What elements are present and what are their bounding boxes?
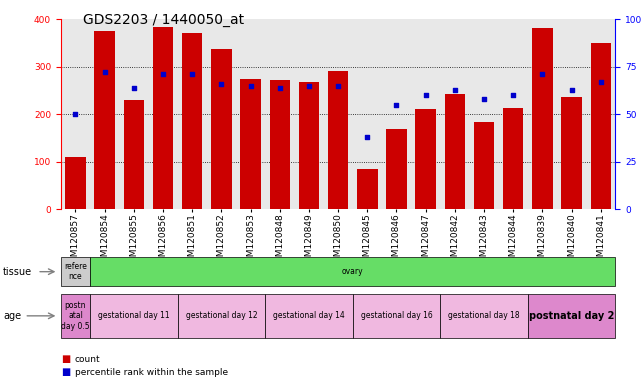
Point xyxy=(567,86,577,93)
Bar xyxy=(562,97,582,209)
Bar xyxy=(240,79,261,209)
Bar xyxy=(328,71,348,209)
Point xyxy=(392,102,402,108)
Bar xyxy=(94,31,115,209)
Text: gestational day 14: gestational day 14 xyxy=(273,311,345,320)
Bar xyxy=(211,49,231,209)
Bar xyxy=(182,33,203,209)
Text: count: count xyxy=(75,354,101,364)
Bar xyxy=(357,169,378,209)
Bar xyxy=(503,108,524,209)
Bar xyxy=(65,157,86,209)
Point xyxy=(508,92,519,98)
Point xyxy=(595,79,606,85)
Bar xyxy=(270,80,290,209)
Point xyxy=(450,86,460,93)
Point xyxy=(362,134,372,140)
Point xyxy=(99,70,110,76)
Bar xyxy=(124,99,144,209)
Bar xyxy=(532,28,553,209)
Point xyxy=(246,83,256,89)
Point xyxy=(187,71,197,78)
Point xyxy=(420,92,431,98)
Point xyxy=(274,84,285,91)
Text: postnatal day 2: postnatal day 2 xyxy=(529,311,614,321)
Text: postn
atal
day 0.5: postn atal day 0.5 xyxy=(61,301,90,331)
Text: GDS2203 / 1440050_at: GDS2203 / 1440050_at xyxy=(83,13,244,27)
Point xyxy=(216,81,226,87)
Point xyxy=(71,111,81,118)
Bar xyxy=(387,129,406,209)
Text: gestational day 16: gestational day 16 xyxy=(361,311,433,320)
Text: ■: ■ xyxy=(61,367,70,377)
Text: ovary: ovary xyxy=(342,267,363,276)
Text: age: age xyxy=(3,311,21,321)
Bar xyxy=(415,109,436,209)
Bar xyxy=(474,122,494,209)
Text: tissue: tissue xyxy=(3,266,32,277)
Point xyxy=(333,83,344,89)
Text: gestational day 11: gestational day 11 xyxy=(98,311,170,320)
Bar xyxy=(299,82,319,209)
Text: gestational day 18: gestational day 18 xyxy=(448,311,520,320)
Point xyxy=(479,96,489,102)
Text: ■: ■ xyxy=(61,354,70,364)
Text: gestational day 12: gestational day 12 xyxy=(186,311,257,320)
Text: refere
nce: refere nce xyxy=(64,262,87,281)
Text: percentile rank within the sample: percentile rank within the sample xyxy=(75,368,228,377)
Point xyxy=(537,71,547,78)
Bar xyxy=(590,43,611,209)
Point xyxy=(304,83,314,89)
Point xyxy=(129,84,139,91)
Point xyxy=(158,71,168,78)
Bar xyxy=(445,94,465,209)
Bar xyxy=(153,27,173,209)
